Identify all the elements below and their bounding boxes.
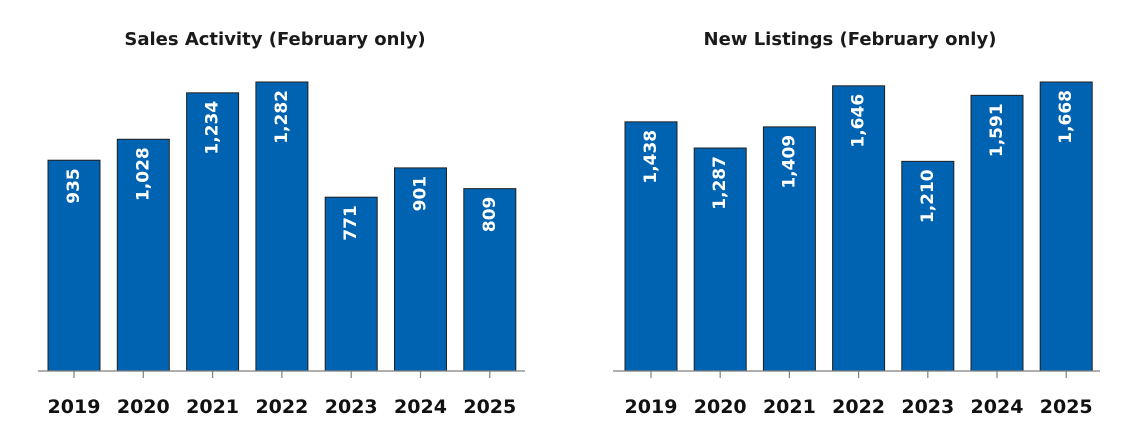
bar-2023 (901, 160, 955, 372)
x-tick-label-2021: 2021 (763, 396, 816, 418)
value-label-2020: 1,287 (710, 156, 730, 210)
value-label-2024: 1,591 (987, 103, 1007, 157)
value-label-2021: 1,409 (779, 135, 799, 189)
x-tick-label-2023: 2023 (901, 396, 954, 418)
new-listings-chart: New Listings (February only) 1,438 1,287 1… (613, 29, 1100, 418)
value-label-2024: 901 (411, 176, 431, 212)
x-tick-label-2023: 2023 (325, 396, 378, 418)
bars-group: 1,438 1,287 1,409 1,646 1,210 1,591 1,668 (624, 81, 1093, 372)
x-tick-label-2020: 2020 (694, 396, 747, 418)
value-label-2025: 1,668 (1056, 90, 1076, 144)
x-tick-label-2024: 2024 (971, 396, 1024, 418)
value-label-2020: 1,028 (133, 147, 153, 201)
bar-2021 (186, 92, 240, 372)
x-tick-label-2022: 2022 (832, 396, 885, 418)
bar-2019 (47, 159, 101, 372)
bar-2021 (762, 126, 816, 372)
bar-2024 (394, 167, 447, 372)
x-tick-label-2022: 2022 (255, 396, 308, 418)
x-tick-label-2019: 2019 (48, 396, 101, 418)
x-tick-label-2019: 2019 (625, 396, 678, 418)
x-tick-label-2024: 2024 (394, 396, 447, 418)
bar-2019 (624, 121, 678, 372)
chart-title: Sales Activity (February only) (124, 29, 425, 50)
bar-2025 (1039, 81, 1093, 372)
x-tick-label-2020: 2020 (117, 396, 170, 418)
x-ticks-group: 2019 2020 2021 2022 2023 2024 2025 (48, 371, 516, 418)
bar-2020 (116, 138, 170, 372)
value-label-2019: 935 (64, 168, 84, 204)
x-ticks-group: 2019 2020 2021 2022 2023 2024 2025 (625, 371, 1093, 418)
value-label-2023: 1,210 (918, 169, 938, 223)
sales-activity-chart: Sales Activity (February only) 935 1,028 1… (38, 29, 525, 418)
value-label-2025: 809 (480, 197, 500, 233)
value-label-2023: 771 (341, 205, 361, 241)
x-tick-label-2021: 2021 (186, 396, 239, 418)
value-label-2022: 1,646 (849, 94, 869, 148)
x-tick-label-2025: 2025 (463, 396, 516, 418)
bars-group: 935 1,028 1,234 1,282 771 901 809 (47, 81, 517, 372)
bar-2024 (970, 94, 1024, 372)
bar-2022 (832, 85, 886, 372)
value-label-2022: 1,282 (272, 90, 292, 144)
bar-2023 (324, 196, 378, 372)
value-label-2019: 1,438 (641, 130, 661, 184)
value-label-2021: 1,234 (203, 101, 223, 155)
bar-2022 (255, 81, 309, 372)
chart-title: New Listings (February only) (704, 29, 997, 50)
x-tick-label-2025: 2025 (1040, 396, 1093, 418)
